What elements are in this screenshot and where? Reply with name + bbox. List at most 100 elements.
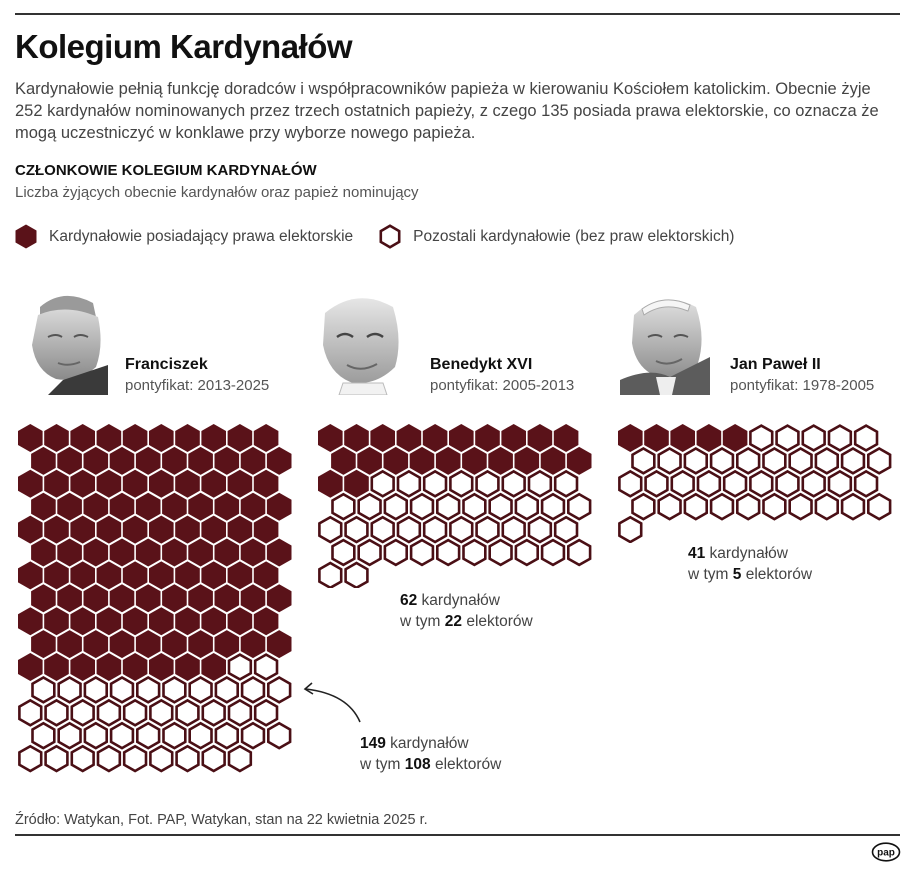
non-elector-hexagon: [318, 515, 343, 544]
elector-hexagon: [527, 424, 553, 452]
elector-hexagon: [96, 424, 122, 452]
page-title: Kolegium Kardynałów: [15, 28, 353, 65]
non-elector-hexagon: [240, 676, 266, 704]
elector-hexagon: [70, 561, 95, 590]
non-elector-hexagon: [475, 515, 500, 544]
pope-name-franciszek: Franciszek: [125, 356, 208, 373]
elector-hexagon: [553, 424, 579, 452]
elector-hexagon: [109, 492, 135, 521]
elector-hexagon: [566, 446, 592, 475]
non-elector-hexagon: [149, 744, 174, 773]
elector-hexagon: [201, 515, 226, 544]
non-elector-hexagon: [840, 492, 866, 521]
non-elector-hexagon: [762, 492, 787, 521]
non-elector-hexagon: [370, 469, 395, 498]
elector-hexagon: [135, 446, 161, 475]
non-elector-hexagon: [267, 676, 292, 704]
non-elector-hexagon: [122, 698, 148, 727]
elector-hexagon: [31, 492, 56, 521]
elector-hexagon: [188, 584, 213, 613]
non-elector-hexagon: [18, 744, 43, 773]
elector-hexagon: [44, 607, 69, 636]
non-elector-hexagon: [331, 538, 356, 567]
caption-electors-franciszek: 108: [404, 756, 431, 773]
bottom-rule: [15, 834, 900, 836]
pope-pontificate-jan-pawel-ii: pontyfikat: 1978-2005: [730, 377, 875, 394]
elector-hexagon: [227, 469, 253, 498]
elector-hexagon: [449, 424, 474, 452]
elector-hexagon: [44, 469, 69, 498]
non-elector-hexagon: [357, 492, 382, 521]
elector-hexagon: [18, 561, 43, 590]
elector-hexagon: [83, 630, 109, 659]
non-elector-hexagon: [31, 721, 56, 750]
elector-hexagon: [201, 653, 226, 681]
non-elector-hexagon: [683, 447, 708, 475]
elector-hexagon: [109, 538, 135, 567]
non-elector-hexagon: [801, 424, 826, 452]
elector-hexagon: [149, 469, 174, 498]
elector-hexagon: [175, 424, 200, 452]
elector-hexagon: [135, 630, 161, 659]
non-elector-hexagon: [436, 492, 461, 521]
hex-grid-jan-pawel-ii: [618, 424, 892, 543]
non-elector-hexagon: [396, 469, 422, 498]
elector-hexagon: [618, 424, 643, 452]
elector-hexagon: [227, 424, 253, 452]
elector-hexagon: [18, 607, 43, 636]
non-elector-hexagon: [357, 538, 382, 567]
non-elector-hexagon: [788, 492, 813, 521]
elector-hexagon: [266, 492, 292, 521]
elector-hexagon: [96, 607, 122, 636]
hex-grid-benedykt-xvi: [318, 424, 592, 588]
non-elector-hexagon: [175, 744, 200, 773]
portrait-franciszek: [32, 295, 108, 395]
elector-hexagon: [149, 424, 174, 452]
elector-hexagon: [475, 424, 500, 452]
elector-hexagon: [162, 584, 187, 613]
elector-hexagon: [57, 446, 82, 475]
non-elector-hexagon: [867, 447, 892, 475]
caption-total-benedykt-xvi: 62: [400, 592, 418, 609]
elector-hexagon: [266, 446, 292, 475]
non-elector-hexagon: [567, 492, 592, 521]
elector-hexagon: [370, 424, 395, 452]
non-elector-hexagon: [240, 721, 266, 750]
elector-hexagon: [318, 469, 343, 498]
elector-hexagon: [253, 515, 279, 544]
non-elector-hexagon: [814, 447, 839, 475]
elector-hexagon: [266, 538, 292, 567]
non-elector-hexagon: [227, 744, 253, 773]
non-elector-hexagon: [722, 469, 748, 498]
caption-electors-benedykt-xvi: 22: [444, 613, 463, 630]
non-elector-hexagon: [762, 447, 787, 475]
non-elector-hexagon: [188, 676, 213, 704]
elector-hexagon: [266, 584, 292, 613]
source-note: Źródło: Watykan, Fot. PAP, Watykan, stan…: [15, 812, 428, 828]
non-elector-hexagon: [70, 698, 95, 727]
elector-hexagon: [318, 424, 343, 452]
non-elector-hexagon: [96, 744, 122, 773]
elector-hexagon: [44, 561, 69, 590]
elector-hexagon: [266, 630, 292, 659]
non-elector-hexagon: [644, 469, 669, 498]
non-elector-hexagon: [162, 676, 187, 704]
non-elector-hexagon: [449, 515, 474, 544]
non-elector-hexagon: [188, 721, 213, 750]
non-elector-hexagon: [214, 676, 239, 704]
non-elector-hexagon: [253, 653, 279, 681]
elector-hexagon: [122, 515, 148, 544]
elector-hexagon: [149, 653, 174, 681]
elector-hexagon: [135, 538, 161, 567]
elector-hexagon: [488, 446, 513, 475]
non-elector-hexagon: [83, 676, 108, 704]
elector-hexagon: [149, 607, 174, 636]
elector-hexagon: [149, 561, 174, 590]
elector-hexagon: [57, 492, 82, 521]
non-elector-hexagon: [31, 676, 56, 704]
elector-hexagon: [227, 515, 253, 544]
non-elector-hexagon: [631, 447, 656, 475]
non-elector-hexagon: [383, 538, 408, 567]
elector-hexagon: [31, 538, 56, 567]
elector-hexagon: [227, 561, 253, 590]
